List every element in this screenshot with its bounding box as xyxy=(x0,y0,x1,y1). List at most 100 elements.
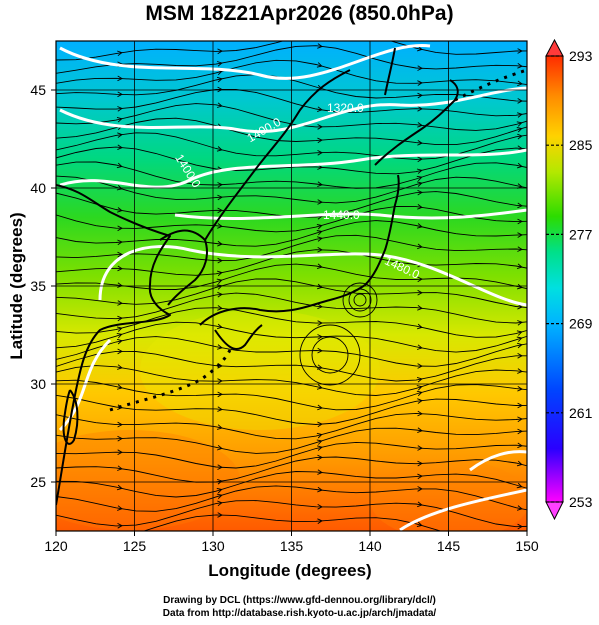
streamline-arrow xyxy=(117,132,123,138)
colorbar-tick-label: 253 xyxy=(569,494,593,510)
streamline-arrow xyxy=(517,98,523,104)
streamline-arrow xyxy=(417,80,423,86)
streamline-arrow xyxy=(216,487,223,494)
colorbar-tick-label: 261 xyxy=(569,405,593,421)
sakhalin-coast xyxy=(384,47,396,96)
streamline-arrow xyxy=(417,189,423,196)
streamline-arrow xyxy=(416,168,423,174)
streamline xyxy=(56,89,527,117)
streamline-arrow xyxy=(317,247,323,253)
contour-line xyxy=(469,450,527,472)
streamline-arrow xyxy=(117,75,123,82)
streamline-arrow xyxy=(117,91,123,98)
colorbar-gradient xyxy=(545,55,564,503)
streamline-arrow xyxy=(317,504,323,510)
chart-title: MSM 18Z21Apr2026 (850.0hPa) xyxy=(145,2,454,25)
streamline-arrow xyxy=(417,92,423,99)
streamline-arrow xyxy=(517,133,523,140)
streamline xyxy=(56,146,527,175)
streamline-arrow xyxy=(416,376,423,383)
streamline-arrow xyxy=(417,276,423,283)
streamline-arrow xyxy=(317,486,323,493)
streamline xyxy=(56,45,527,74)
streamline xyxy=(56,321,527,353)
streamline-arrow xyxy=(317,149,323,156)
streamline-arrow xyxy=(517,232,523,238)
streamline-arrow xyxy=(117,536,122,541)
streamline-arrow xyxy=(316,263,323,270)
streamline-arrow xyxy=(516,330,523,336)
streamline-arrow xyxy=(417,398,423,404)
streamline-arrow xyxy=(317,303,323,310)
streamline xyxy=(142,514,442,531)
streamline-arrow xyxy=(517,303,523,310)
streamline-arrow xyxy=(517,386,523,392)
streamline-arrow xyxy=(116,162,123,169)
streamline-arrow xyxy=(516,121,523,127)
streamline-arrow xyxy=(517,80,523,87)
streamline-arrow xyxy=(517,63,523,69)
warm-anomaly xyxy=(370,460,527,531)
colorbar-tick-label: 293 xyxy=(569,48,593,64)
lat-lon-grid xyxy=(56,41,527,531)
streamline-arrow xyxy=(517,416,523,423)
streamline xyxy=(56,278,527,309)
streamline-arrow xyxy=(117,144,123,151)
streamline-arrow xyxy=(117,300,123,306)
streamline-arrow xyxy=(217,406,223,412)
streamline-arrow xyxy=(216,102,223,108)
streamline-arrow xyxy=(216,278,223,285)
korea-coast xyxy=(159,229,208,306)
x-axis-title: Longitude (degrees) xyxy=(208,561,371,580)
latitude-axis: 25 30 35 40 45 xyxy=(30,82,56,490)
streamline-arrow xyxy=(516,336,523,342)
streamline-arrow xyxy=(217,182,223,188)
streamline-arrow xyxy=(316,223,323,230)
streamline-arrow xyxy=(117,435,123,442)
y-tick-label: 45 xyxy=(30,82,46,98)
x-tick-label: 135 xyxy=(280,538,304,554)
streamline-arrow xyxy=(116,338,123,345)
streamline-arrow xyxy=(417,106,423,112)
streamline-arrow xyxy=(216,424,223,430)
height-contours xyxy=(58,44,527,531)
streamline-arrow xyxy=(417,140,423,146)
streamline-arrow xyxy=(117,225,123,232)
streamline-arrow xyxy=(217,378,223,384)
streamline-arrow xyxy=(116,184,123,191)
streamline xyxy=(56,500,527,528)
streamline-arrow xyxy=(317,404,323,411)
colorbar-tick-label: 269 xyxy=(569,316,593,332)
streamline-arrow xyxy=(317,164,323,170)
streamline-arrow xyxy=(117,265,123,272)
y-axis-title: Latitude (degrees) xyxy=(7,212,26,359)
streamline xyxy=(56,379,527,411)
streamline-arrow xyxy=(116,332,123,339)
streamline xyxy=(56,456,527,483)
streamline-arrow xyxy=(217,86,223,93)
streamline-arrow xyxy=(516,342,523,349)
streamline xyxy=(56,485,527,512)
streamline-arrow xyxy=(316,432,323,439)
streamline-arrow xyxy=(517,368,523,374)
streamline-arrow xyxy=(516,482,523,489)
honshu-coast xyxy=(199,174,400,326)
streamline-arrow xyxy=(516,263,523,270)
streamline-arrow xyxy=(217,500,223,507)
contour-line xyxy=(59,86,527,134)
streamline-arrow xyxy=(117,50,123,57)
streamline-arrow xyxy=(317,518,323,524)
wind-streamlines xyxy=(56,41,527,541)
contour-line xyxy=(58,338,112,432)
x-tick-label: 130 xyxy=(201,538,225,554)
streamline-arrow xyxy=(217,478,223,485)
coastlines xyxy=(56,47,527,506)
streamline-arrow xyxy=(417,445,423,451)
streamline-arrow xyxy=(416,223,423,229)
streamline-arrow xyxy=(117,465,123,471)
streamline-arrow xyxy=(117,315,123,322)
streamline xyxy=(56,394,527,425)
streamline xyxy=(56,41,527,61)
streamline-arrow xyxy=(417,305,423,311)
streamline-arrow xyxy=(417,289,423,296)
